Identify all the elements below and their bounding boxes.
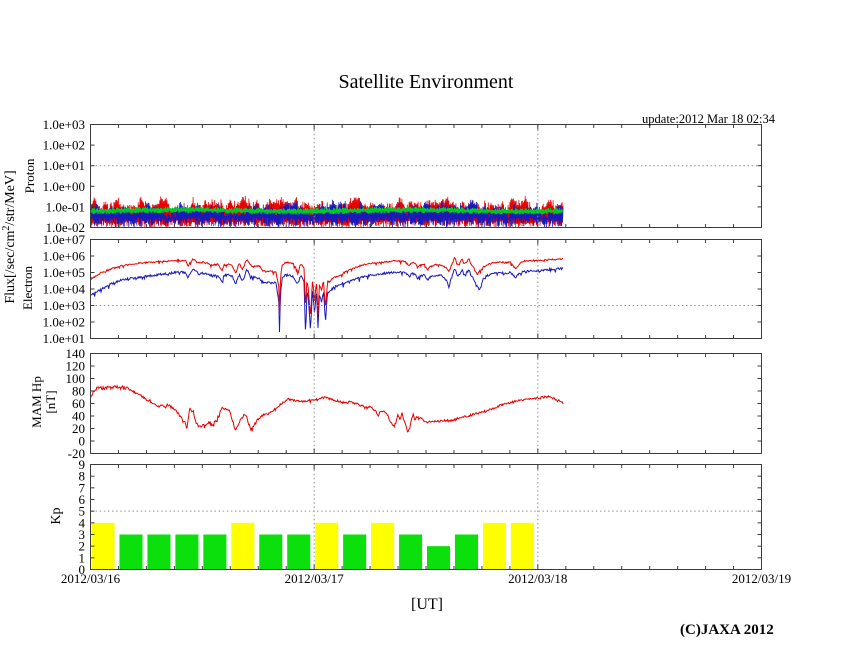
svg-text:1.0e+05: 1.0e+05: [43, 265, 85, 280]
svg-text:5: 5: [79, 504, 86, 519]
svg-text:(C)JAXA 2012: (C)JAXA 2012: [680, 622, 774, 638]
svg-text:2: 2: [79, 539, 86, 554]
svg-text:1.0e+04: 1.0e+04: [43, 282, 86, 297]
svg-text:1.0e+00: 1.0e+00: [43, 179, 85, 194]
svg-text:2012/03/18: 2012/03/18: [508, 571, 567, 586]
svg-text:[nT]: [nT]: [43, 390, 58, 413]
svg-text:update:2012 Mar 18 02:34: update:2012 Mar 18 02:34: [642, 112, 776, 126]
svg-text:1.0e+01: 1.0e+01: [43, 331, 85, 346]
svg-text:40: 40: [72, 409, 85, 424]
svg-text:1.0e+02: 1.0e+02: [43, 315, 85, 330]
svg-text:1.0e+07: 1.0e+07: [43, 232, 86, 247]
svg-text:80: 80: [72, 384, 85, 399]
svg-text:-20: -20: [68, 446, 85, 461]
svg-text:9: 9: [79, 457, 86, 472]
svg-text:100: 100: [66, 371, 86, 386]
svg-text:Flux[/sec/cm2/str/MeV]: Flux[/sec/cm2/str/MeV]: [1, 170, 18, 303]
svg-text:Electron: Electron: [20, 265, 35, 310]
svg-text:[UT]: [UT]: [411, 596, 443, 613]
svg-text:0: 0: [79, 562, 86, 577]
svg-text:1.0e+06: 1.0e+06: [43, 249, 86, 264]
svg-text:2012/03/16: 2012/03/16: [61, 571, 121, 586]
svg-text:1.0e+03: 1.0e+03: [43, 117, 85, 132]
svg-text:20: 20: [72, 421, 85, 436]
svg-text:1.0e-02: 1.0e-02: [46, 220, 85, 235]
svg-text:7: 7: [79, 480, 86, 495]
svg-text:120: 120: [66, 359, 86, 374]
svg-text:1: 1: [79, 550, 86, 565]
svg-text:140: 140: [66, 346, 86, 361]
svg-text:2012/03/17: 2012/03/17: [285, 571, 345, 586]
svg-text:1.0e+02: 1.0e+02: [43, 138, 85, 153]
svg-text:3: 3: [79, 527, 86, 542]
svg-text:6: 6: [79, 492, 86, 507]
svg-text:MAM Hp: MAM Hp: [29, 376, 44, 428]
svg-text:2012/03/19: 2012/03/19: [732, 571, 791, 586]
svg-text:Proton: Proton: [22, 158, 37, 193]
svg-text:1.0e+03: 1.0e+03: [43, 298, 85, 313]
svg-text:8: 8: [79, 469, 86, 484]
svg-text:1.0e-01: 1.0e-01: [46, 199, 85, 214]
svg-text:60: 60: [72, 396, 85, 411]
svg-text:1.0e+01: 1.0e+01: [43, 158, 85, 173]
svg-text:Satellite Environment: Satellite Environment: [339, 71, 514, 93]
svg-text:4: 4: [79, 515, 86, 530]
svg-text:0: 0: [79, 434, 86, 449]
svg-text:Kp: Kp: [49, 507, 64, 524]
